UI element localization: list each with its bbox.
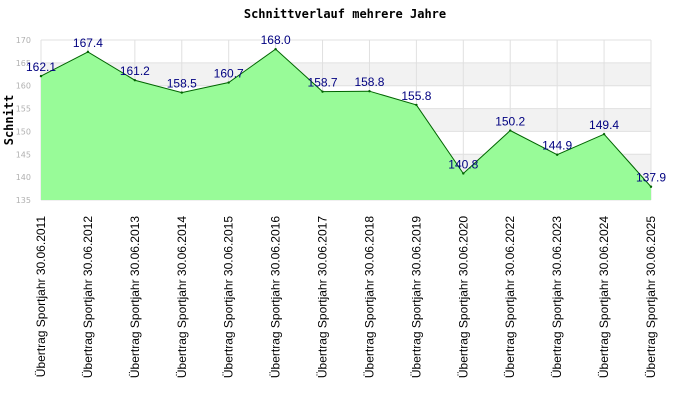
data-label: 168.0 — [261, 33, 291, 47]
data-label: 162.1 — [26, 60, 56, 74]
x-tick-label: Übertrag Sportjahr 30.06.2018 — [362, 216, 376, 378]
data-point — [180, 91, 183, 94]
x-tick-label: Übertrag Sportjahr 30.06.2011 — [34, 216, 48, 378]
y-tick-label: 140 — [16, 173, 31, 182]
y-tick-label: 145 — [16, 150, 31, 159]
x-tick-label: Übertrag Sportjahr 30.06.2020 — [456, 216, 470, 378]
y-tick-label: 165 — [16, 59, 31, 68]
series-area — [41, 49, 651, 201]
data-label: 140.8 — [448, 157, 478, 171]
data-point — [86, 50, 90, 54]
chart-title: Schnittverlauf mehrere Jahre — [244, 7, 446, 21]
y-tick-label: 150 — [16, 127, 31, 136]
data-point — [368, 90, 371, 93]
x-tick-label: Übertrag Sportjahr 30.06.2022 — [503, 216, 517, 378]
data-point — [274, 47, 277, 51]
data-point — [462, 172, 465, 175]
data-label: 161.2 — [120, 64, 150, 78]
y-axis-label: Schnitt — [2, 95, 16, 146]
x-tick-label: Übertrag Sportjahr 30.06.2019 — [409, 216, 423, 378]
plot-area: 135 140 145 150 155 160 165 170 162.1 167.4 161.2 1… — [16, 33, 667, 378]
data-label: 167.4 — [73, 36, 103, 50]
data-label: 160.7 — [214, 67, 244, 81]
data-point — [133, 79, 137, 82]
y-tick-label: 170 — [16, 36, 31, 45]
data-point — [555, 153, 559, 156]
data-point — [415, 103, 418, 107]
y-tick-label: 160 — [16, 82, 31, 91]
x-tick-label: Übertrag Sportjahr 30.06.2024 — [597, 216, 611, 378]
y-tick-label: 155 — [16, 105, 31, 114]
data-point — [39, 74, 43, 78]
data-label: 150.2 — [495, 115, 525, 129]
data-label: 155.8 — [401, 89, 431, 103]
x-tick-label: Übertrag Sportjahr 30.06.2012 — [81, 216, 95, 378]
x-tick-label: Übertrag Sportjahr 30.06.2016 — [269, 216, 283, 378]
data-label: 158.7 — [308, 76, 338, 90]
data-point — [227, 81, 230, 84]
data-label: 144.9 — [542, 139, 572, 153]
data-label: 149.4 — [589, 118, 619, 132]
data-point — [602, 132, 606, 136]
data-point — [321, 90, 324, 93]
x-tick-label: Übertrag Sportjahr 30.06.2013 — [128, 216, 142, 378]
data-label: 158.5 — [167, 77, 197, 91]
x-tick-label: Übertrag Sportjahr 30.06.2025 — [644, 216, 658, 378]
x-tick-label: Übertrag Sportjahr 30.06.2023 — [550, 216, 564, 378]
data-label: 137.9 — [636, 171, 666, 185]
x-tick-label: Übertrag Sportjahr 30.06.2017 — [316, 216, 330, 378]
grid-band — [41, 62, 651, 86]
x-tick-label: Übertrag Sportjahr 30.06.2014 — [175, 216, 189, 378]
data-point — [509, 129, 512, 132]
data-label: 158.8 — [354, 75, 384, 89]
y-tick-label: 135 — [16, 196, 31, 205]
data-point — [649, 185, 653, 188]
series-line — [40, 48, 652, 188]
x-tick-label: Übertrag Sportjahr 30.06.2015 — [222, 216, 236, 378]
